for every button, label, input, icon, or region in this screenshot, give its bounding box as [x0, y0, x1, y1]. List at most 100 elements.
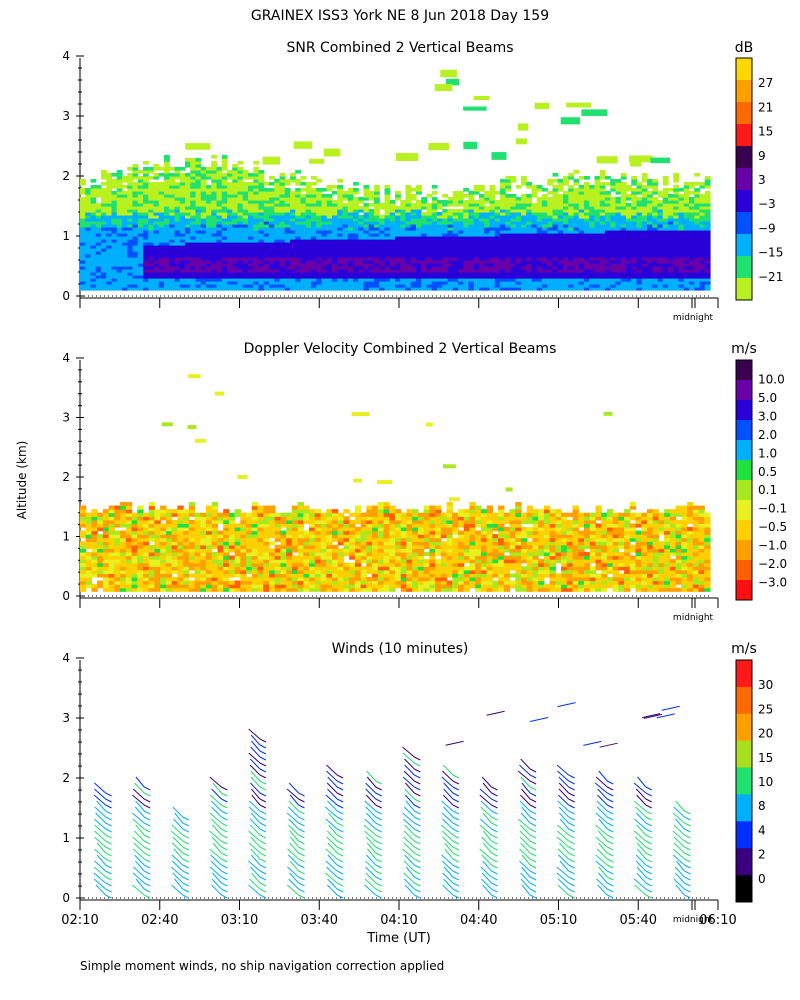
snr-cell: [253, 272, 260, 276]
snr-cell: [347, 197, 354, 201]
velocity-cell: [125, 576, 133, 582]
velocity-cell: [120, 548, 127, 553]
snr-cell: [85, 215, 92, 219]
snr-cell: [584, 203, 590, 207]
snr-cell: [573, 179, 580, 183]
snr-cell: [563, 257, 569, 261]
snr-cell: [95, 248, 102, 252]
snr-cell: [641, 287, 648, 291]
snr-cell: [494, 287, 501, 291]
snr-cell: [85, 242, 92, 246]
snr-cell: [122, 206, 128, 210]
snr-cell: [185, 230, 191, 234]
snr-cell: [584, 245, 590, 249]
snr-cell: [500, 284, 506, 288]
snr-cell: [111, 227, 118, 231]
snr-cell: [137, 254, 144, 258]
snr-cell: [657, 254, 664, 258]
snr-cell: [227, 191, 233, 195]
snr-cell: [253, 191, 260, 195]
snr-cell: [641, 200, 648, 204]
snr-cell: [237, 263, 244, 267]
snr-cell: [547, 212, 554, 216]
snr-cell: [80, 200, 86, 204]
snr-cell: [620, 287, 627, 291]
snr-cell: [615, 221, 622, 225]
snr-cell: [132, 194, 139, 198]
snr-cell: [305, 275, 312, 279]
snr-cell: [521, 215, 527, 219]
snr-cell: [657, 209, 664, 213]
snr-cell: [641, 281, 648, 285]
snr-cell: [248, 278, 254, 282]
snr-cell: [589, 251, 596, 255]
velocity-cell: [143, 516, 150, 521]
snr-cell: [190, 239, 197, 243]
snr-cell: [568, 206, 575, 210]
velocity-cell: [108, 526, 115, 532]
velocity-cell: [143, 566, 150, 571]
snr-cell: [158, 269, 165, 273]
velocity-cell: [137, 537, 144, 542]
snr-cell: [405, 254, 412, 258]
snr-cell: [689, 182, 695, 186]
snr-cell: [615, 272, 622, 276]
velocity-cell: [188, 505, 196, 510]
snr-cell: [237, 251, 244, 255]
snr-cell: [211, 230, 218, 234]
snr-cell: [127, 233, 134, 237]
snr-cell: [426, 281, 433, 285]
snr-cell: [442, 260, 449, 264]
snr-cell: [484, 191, 491, 195]
snr-cell: [452, 221, 459, 225]
snr-cell: [437, 230, 443, 234]
snr-cell: [615, 191, 622, 195]
snr-cell: [279, 278, 286, 282]
velocity-cell: [114, 566, 121, 571]
snr-cell: [652, 287, 659, 291]
snr-cell: [421, 257, 428, 261]
snr-cell: [610, 257, 617, 261]
snr-cell: [137, 200, 144, 204]
snr-cell: [179, 236, 186, 240]
snr-cell: [563, 281, 569, 285]
velocity-cell: [108, 548, 115, 553]
snr-cell: [379, 242, 386, 246]
snr-cell: [216, 278, 223, 282]
snr-cell: [384, 284, 391, 288]
snr-cell: [258, 173, 265, 177]
snr-cell: [505, 278, 512, 282]
snr-cell: [368, 227, 375, 231]
snr-cell: [90, 287, 97, 291]
velocity-cell: [160, 541, 167, 546]
snr-cell: [589, 275, 596, 279]
snr-cell: [405, 269, 412, 273]
snr-cell: [90, 242, 97, 246]
snr-cell: [620, 269, 627, 273]
snr-cell: [379, 281, 386, 285]
snr-cell: [158, 287, 165, 291]
snr-cell: [164, 182, 170, 186]
snr-cell: [290, 191, 296, 195]
snr-cell: [185, 278, 191, 282]
snr-cell: [704, 194, 711, 198]
snr-cell: [85, 191, 92, 195]
snr-cell: [641, 269, 648, 273]
snr-cell: [599, 245, 606, 249]
snr-cell: [80, 236, 86, 240]
snr-cell: [116, 281, 123, 285]
velocity-cell: [160, 566, 167, 571]
snr-cell: [473, 260, 480, 264]
snr-cell: [258, 242, 265, 246]
snr-cell: [269, 278, 275, 282]
velocity-cell: [102, 516, 110, 521]
snr-cell: [300, 254, 307, 258]
velocity-cell: [114, 516, 121, 521]
snr-cell: [358, 260, 365, 264]
snr-cell: [311, 194, 317, 198]
snr-cell: [615, 248, 622, 252]
velocity-cell: [125, 512, 133, 517]
snr-cell: [489, 224, 496, 228]
panel-title: Doppler Velocity Combined 2 Vertical Bea…: [244, 341, 557, 357]
velocity-cell: [183, 580, 190, 585]
